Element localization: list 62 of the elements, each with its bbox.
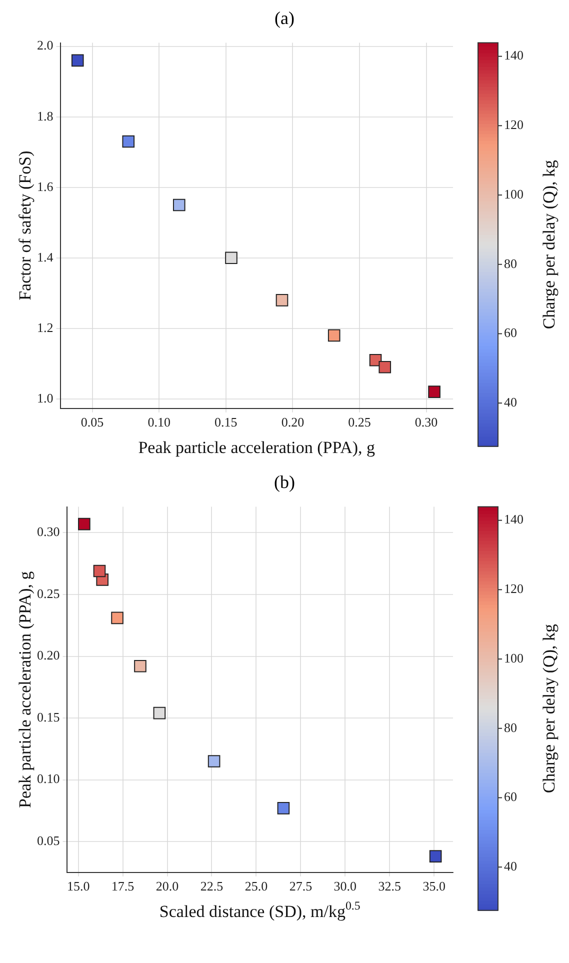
point — [225, 252, 238, 264]
y-tick-label: 1.0 — [37, 390, 54, 406]
x-tick-label: 0.10 — [148, 414, 170, 430]
y-tick-label: 0.15 — [37, 709, 60, 724]
point — [208, 755, 220, 768]
x-tick-label: 15.0 — [66, 878, 90, 894]
y-axis-title: Factor of safety (FoS) — [15, 150, 34, 300]
point — [276, 294, 288, 306]
chart-title: (a) — [274, 8, 296, 30]
color-bar-label: 80 — [504, 720, 517, 735]
y-axis-title: Peak particle acceleration (PPA), g — [15, 570, 34, 808]
color-bar-label: 40 — [504, 858, 517, 874]
x-tick-label: 0.05 — [80, 414, 104, 430]
point — [111, 612, 124, 624]
color-bar-label: 120 — [504, 581, 524, 596]
point — [134, 660, 146, 672]
x-tick-label: 17.5 — [111, 878, 134, 894]
color-bar-title: Charge per delay (Q), kg — [539, 160, 558, 330]
y-tick-label: 0.10 — [37, 771, 60, 786]
y-tick-label: 0.05 — [37, 832, 60, 848]
color-bar-label: 100 — [504, 650, 524, 666]
color-bar-title: Charge per delay (Q), kg — [539, 624, 558, 794]
point — [277, 802, 290, 814]
point — [428, 386, 440, 398]
color-bar-label: 60 — [504, 325, 517, 340]
y-tick-label: 0.20 — [37, 648, 60, 663]
x-tick-label: 32.5 — [378, 878, 402, 894]
color-bar-label: 80 — [504, 256, 517, 271]
y-tick-label: 0.30 — [37, 524, 60, 540]
y-tick-label: 1.4 — [37, 249, 54, 264]
point — [93, 564, 106, 578]
x-tick-label: 35.0 — [422, 878, 446, 894]
color-bar-label: 140 — [504, 512, 524, 527]
point — [328, 329, 340, 342]
y-tick-label: 1.8 — [37, 108, 54, 124]
y-tick-label: 1.6 — [37, 178, 54, 194]
y-tick-label: 0.25 — [37, 586, 60, 601]
x-tick-label: 25.0 — [244, 878, 268, 894]
y-tick-label: 2.0 — [37, 38, 54, 53]
point — [378, 360, 392, 374]
x-tick-label: 30.0 — [334, 878, 357, 894]
color-bar-label: 120 — [504, 117, 524, 132]
x-tick-label: 0.25 — [348, 414, 371, 430]
y-tick-label: 1.2 — [37, 320, 54, 335]
x-tick-label: 20.0 — [156, 878, 179, 894]
point — [122, 135, 135, 148]
x-axis-title: Peak particle acceleration (PPA), g — [138, 438, 376, 457]
chart-title: (b) — [273, 472, 296, 494]
x-tick-label: 0.30 — [414, 414, 438, 430]
point — [78, 518, 90, 530]
color-bar-label: 60 — [504, 789, 517, 804]
x-tick-label: 0.20 — [281, 414, 304, 430]
color-bar-label: 40 — [504, 394, 517, 410]
x-tick-label: 0.15 — [214, 414, 238, 430]
x-tick-label: 22.5 — [200, 878, 224, 894]
x-tick-label: 27.5 — [289, 878, 312, 894]
color-bar-label: 140 — [504, 48, 524, 63]
color-bar-label: 100 — [504, 186, 524, 202]
point — [429, 850, 442, 862]
point — [153, 706, 166, 720]
point — [172, 198, 186, 212]
point — [71, 54, 84, 67]
